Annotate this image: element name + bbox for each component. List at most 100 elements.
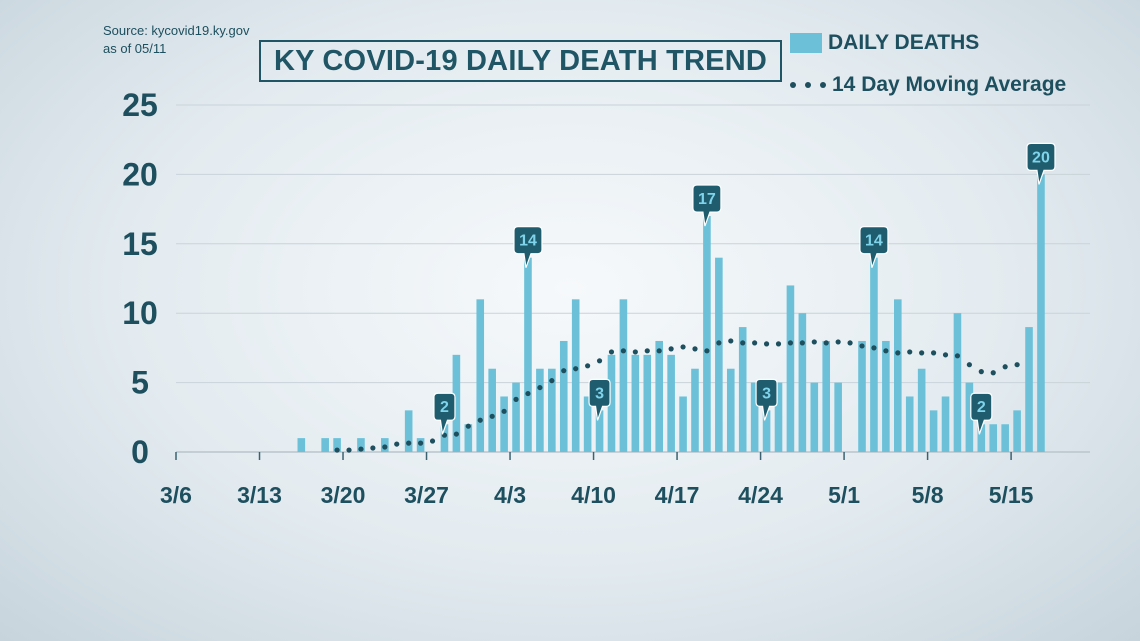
moving-average-point [620,348,627,354]
moving-average-point [930,350,937,356]
bar [333,438,341,452]
bar [440,424,449,452]
bar [643,354,652,452]
moving-average-point [692,346,698,352]
moving-average-point [501,408,507,414]
x-tick-label: 4/3 [494,482,526,508]
bar [512,382,520,452]
moving-average-point [537,384,543,391]
moving-average-point [334,447,340,453]
moving-average-point [954,353,961,359]
moving-average-point [632,349,638,355]
bar [607,354,616,452]
bar [1013,410,1021,452]
y-tick-label: 15 [122,226,158,262]
moving-average-point [728,338,734,344]
bar [297,438,306,452]
y-tick-label: 25 [122,87,158,123]
source-line: Source: kycovid19.ky.gov [103,23,250,38]
moving-average-point [847,340,853,346]
bar [774,382,783,452]
bar [703,216,711,452]
moving-average-point [907,349,913,355]
data-label: 3 [762,385,771,402]
moving-average-point [394,441,400,447]
moving-average-point [978,369,984,375]
x-tick-label: 3/27 [404,482,449,508]
bar [536,368,544,452]
bar [619,299,628,452]
bar [631,354,640,452]
data-callout [433,392,456,435]
bar [548,368,556,452]
data-callout [970,392,993,435]
bar [464,424,473,452]
moving-average-point [823,340,829,346]
bar [595,410,604,452]
y-tick-label: 0 [131,434,149,470]
moving-average-point [680,344,686,350]
y-tick-label: 5 [131,365,149,401]
moving-average-point [859,343,865,349]
bar [810,382,819,452]
bar [965,382,974,452]
bar [870,257,878,452]
moving-average-point [835,339,841,345]
dotted-line-icon [790,82,826,88]
data-label: 17 [698,191,716,208]
data-callout [1026,142,1056,185]
x-tick-label: 3/13 [237,482,282,508]
moving-average-point [990,370,996,376]
bar [715,257,723,452]
x-tick-label: 5/1 [828,482,860,508]
x-tick-label: 5/15 [989,482,1034,508]
x-tick-label: 5/8 [912,482,944,508]
moving-average-point [966,362,972,368]
bar [559,340,568,452]
data-label: 14 [519,233,537,250]
moving-average-point [787,340,794,346]
bar [404,410,413,452]
bar [679,396,687,452]
moving-average-point [513,396,519,402]
moving-average-point [608,349,615,355]
bar [989,424,998,452]
moving-average-point [561,368,567,374]
legend-item-moving-average: 14 Day Moving Average [790,70,1066,100]
legend-label: 14 Day Moving Average [832,73,1067,96]
bar [798,313,807,452]
bar [1025,327,1033,452]
bar [858,340,866,452]
chart-title: KY COVID-19 DAILY DEATH TREND [259,40,782,82]
moving-average-point [1014,362,1020,368]
moving-average-point [668,346,674,352]
moving-average-point [465,423,471,429]
bar [882,340,890,452]
moving-average-point [573,366,579,372]
data-callout [588,378,611,421]
moving-average-point [549,378,555,384]
data-callout [692,184,722,227]
bar [977,424,986,452]
bar [524,257,532,452]
bar [834,382,842,452]
moving-average-point [346,447,352,453]
moving-average-point [871,345,877,351]
legend: DAILY DEATHS 14 Day Moving Average [790,28,1066,112]
moving-average-point [453,431,459,437]
y-tick-label: 20 [122,156,158,192]
bar [488,368,496,452]
moving-average-point [477,417,483,423]
bar [583,396,592,452]
bar [1037,174,1045,452]
data-label: 2 [440,399,449,416]
x-tick-label: 4/10 [571,482,616,508]
x-tick-label: 3/6 [160,482,192,508]
bar [953,313,962,452]
moving-average-point [596,358,603,364]
moving-average-point [716,340,722,346]
bar [500,396,508,452]
bar [762,410,771,452]
data-callout [859,226,889,268]
